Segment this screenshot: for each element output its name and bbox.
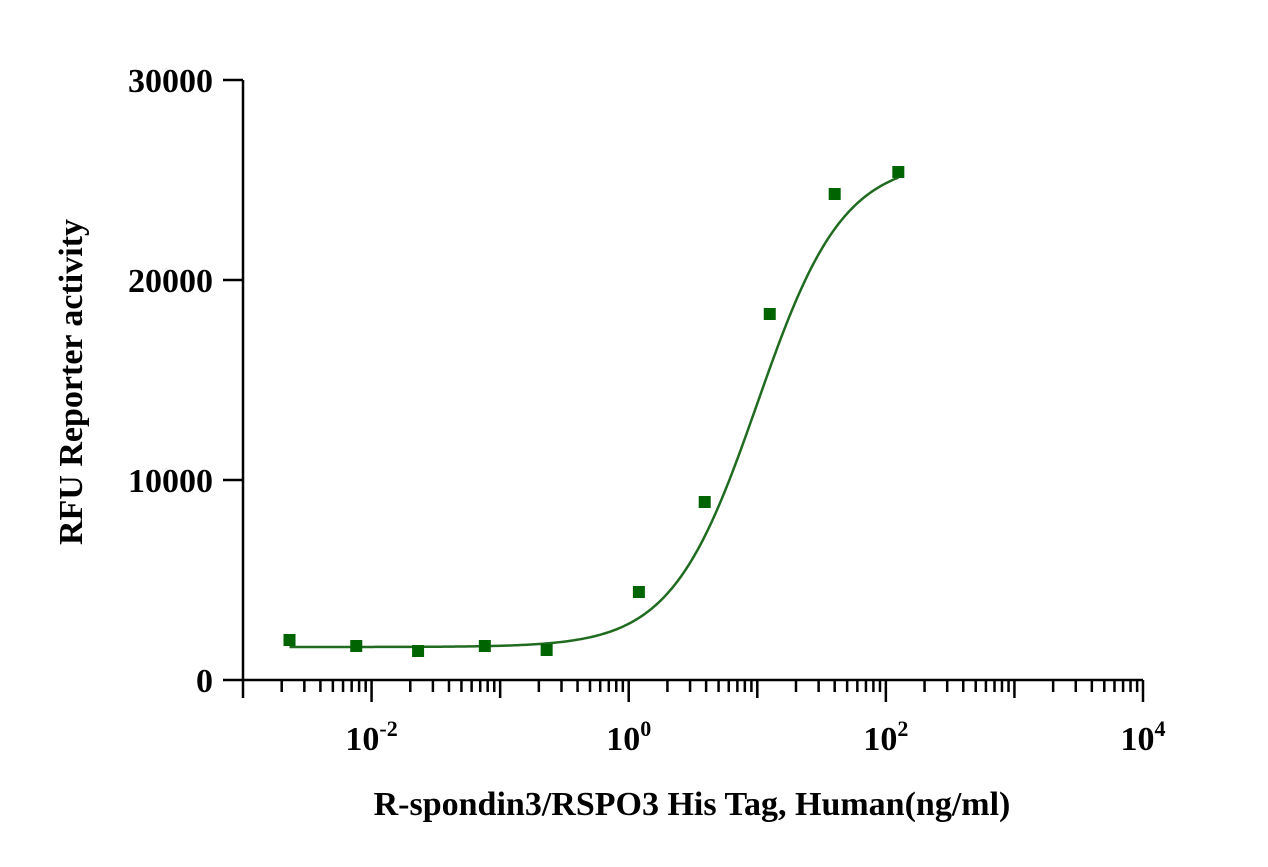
x-tick-label: 100 [606,716,651,758]
y-tick-label: 10000 [128,463,213,500]
x-tick-label: 10-2 [345,716,397,758]
fit-curve-layer [289,176,899,649]
x-axis-label: R-spondin3/RSPO3 His Tag, Human(ng/ml) [374,786,1011,823]
x-tick-label: 104 [1121,716,1166,758]
y-tick-label: 20000 [128,263,213,300]
data-point [828,188,841,200]
data-point [283,634,296,646]
y-tick-label: 0 [196,663,213,700]
data-point [763,308,776,320]
axes [241,80,1143,682]
data-point [350,640,363,652]
data-points [283,166,905,657]
y-tick-label: 30000 [128,63,213,100]
x-tick-label: 102 [863,716,908,758]
data-point [892,166,905,178]
data-point [632,586,645,598]
y-axis-label: RFU Reporter activity [53,219,90,545]
data-point [478,640,491,652]
data-point [412,645,425,657]
fit-curve [289,176,899,649]
ticks: 0 10000 20000 30000 10-2 100 102 104 [128,63,1166,758]
data-point [698,496,711,508]
data-point [540,644,553,656]
